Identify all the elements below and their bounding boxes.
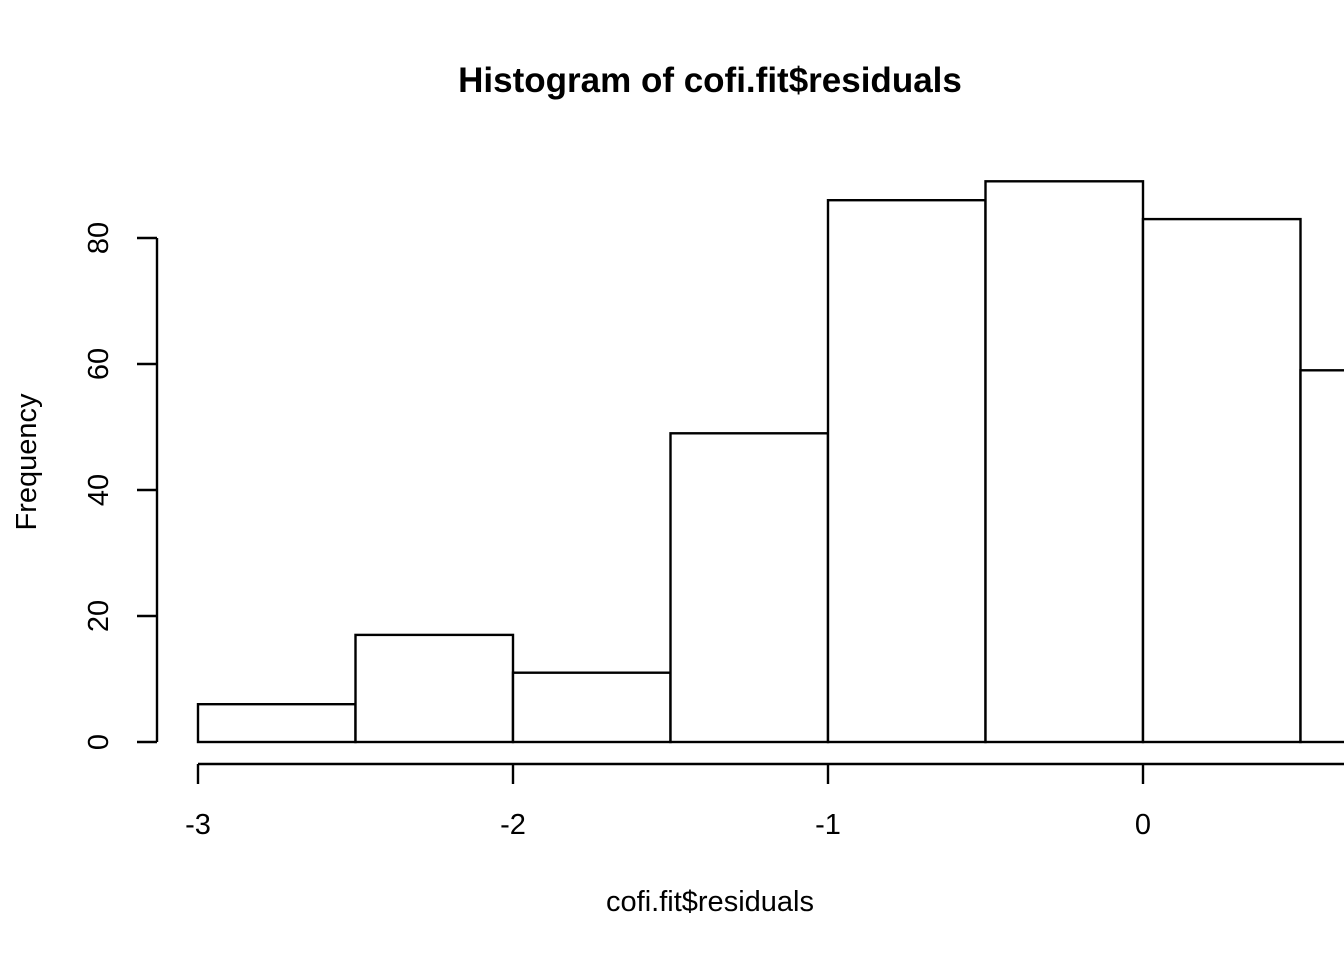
chart-title: Histogram of cofi.fit$residuals	[458, 61, 962, 100]
y-axis: 0 20 40 60 80	[83, 222, 159, 750]
y-tick-label: 80	[83, 222, 115, 254]
histogram-bars	[196, 180, 1344, 744]
histogram-bar	[1299, 369, 1344, 744]
y-tick-label: 20	[83, 600, 115, 632]
x-axis: -3-2-10123	[185, 762, 1344, 841]
x-tick-label: 0	[1135, 809, 1151, 841]
x-axis-label: cofi.fit$residuals	[606, 886, 814, 918]
y-tick-label: 40	[83, 474, 115, 506]
x-tick-label: -2	[500, 809, 526, 841]
histogram-bar	[669, 432, 830, 744]
histogram-bar	[1141, 217, 1302, 744]
histogram-bar	[984, 180, 1145, 744]
x-tick-label: -3	[185, 809, 211, 841]
histogram-bar	[196, 703, 357, 744]
histogram-bar	[354, 633, 515, 744]
y-tick-label: 0	[83, 734, 115, 750]
x-tick-label: -1	[815, 809, 841, 841]
y-tick-label: 60	[83, 348, 115, 380]
y-axis-label: Frequency	[11, 393, 43, 531]
histogram-bar	[511, 671, 672, 744]
histogram-bar	[826, 198, 987, 744]
